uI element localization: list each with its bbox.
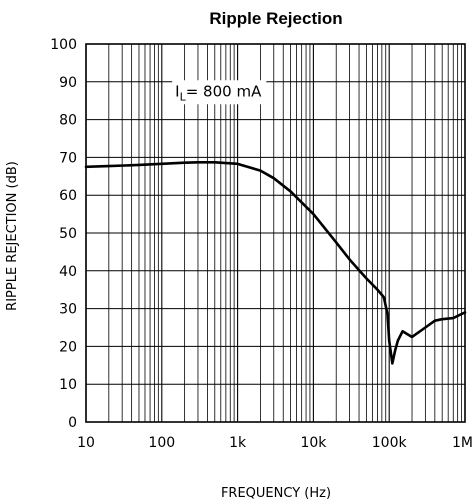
y-tick-label: 60	[59, 188, 77, 204]
y-tick-label: 90	[59, 75, 77, 91]
x-tick-label: 10	[77, 435, 95, 451]
annotation-main: I	[175, 82, 179, 100]
x-tick-label: 10k	[300, 435, 327, 451]
plot-frame	[85, 43, 466, 423]
y-tick-label: 20	[59, 339, 77, 355]
grid	[85, 43, 465, 423]
x-tick-label: 100k	[372, 435, 408, 451]
y-tick-label: 100	[50, 37, 77, 53]
x-axis-tick-labels: 10 100 1k 10k 100k 1M	[77, 435, 473, 451]
ripple-rejection-series-line	[84, 161, 467, 365]
y-axis-tick-labels: 0 10 20 30 40 50 60 70 80 90 100	[50, 37, 77, 431]
y-tick-label: 40	[59, 264, 77, 280]
x-tick-label: 1M	[452, 435, 473, 451]
annotation-subscript: L	[180, 90, 187, 103]
load-current-annotation: IL= 800 mA	[175, 82, 262, 103]
chart-title: Ripple Rejection	[209, 9, 342, 28]
x-tick-label: 1k	[229, 435, 247, 451]
y-tick-label: 10	[59, 377, 77, 393]
y-tick-label: 70	[59, 150, 77, 166]
x-tick-label: 100	[148, 435, 175, 451]
y-tick-label: 80	[59, 113, 77, 129]
x-axis-label: FREQUENCY (Hz)	[221, 486, 331, 501]
annotation-value: = 800 mA	[186, 82, 262, 100]
y-axis-label: RIPPLE REJECTION (dB)	[5, 161, 20, 311]
annotation-background	[172, 80, 267, 105]
y-tick-label: 0	[68, 415, 77, 431]
y-tick-label: 30	[59, 302, 77, 318]
y-tick-label: 50	[59, 226, 77, 242]
